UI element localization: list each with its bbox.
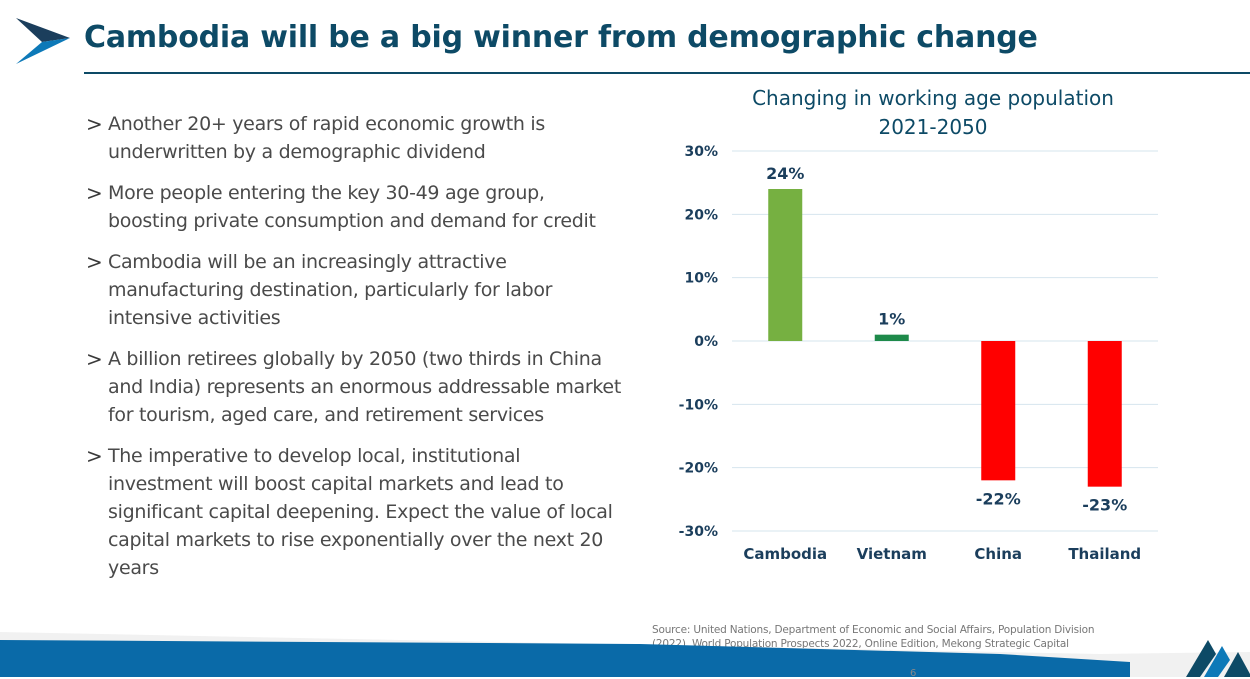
brand-logo-icon [1186,640,1250,677]
bullet-arrow: > [86,347,103,371]
bullet-arrow: > [86,181,103,205]
bullet-item: > A billion retirees globally by 2050 (tw… [86,345,626,429]
bullet-list: > Another 20+ years of rapid economic gro… [86,110,626,595]
bullet-text: The imperative to develop local, institu… [108,445,613,579]
bullet-item: > The imperative to develop local, instit… [86,442,626,582]
bar-china [981,341,1016,481]
page-number: 6 [910,668,917,679]
bullet-arrow: > [86,112,103,136]
bullet-item: > More people entering the key 30-49 age … [86,179,626,235]
bullet-arrow: > [86,250,103,274]
y-tick-label: 30% [684,144,718,160]
chart-title-line: Changing in working age population [752,86,1114,110]
page-title: Cambodia will be a big winner from demog… [84,20,1038,55]
bullet-text: Cambodia will be an increasingly attract… [108,251,553,329]
y-tick-label: -10% [679,397,718,413]
y-tick-label: -30% [679,524,718,540]
y-tick-label: 10% [684,271,718,287]
logo-chevron-icon [16,18,70,64]
bullet-item: > Cambodia will be an increasingly attrac… [86,248,626,332]
y-tick-label: 0% [694,334,718,350]
bullet-item: > Another 20+ years of rapid economic gro… [86,110,626,166]
data-label: 1% [878,310,905,329]
data-label: 24% [766,164,804,183]
bar-cambodia [768,189,803,341]
bullet-arrow: > [86,444,103,468]
y-tick-label: -20% [679,461,718,477]
bullet-text: A billion retirees globally by 2050 (two… [108,348,621,426]
chart-svg: Changing in working age population 2021-2… [679,86,1158,563]
bar-vietnam [874,334,909,341]
y-tick-label: 20% [684,207,718,223]
data-label: -23% [1082,496,1127,515]
bullet-text: Another 20+ years of rapid economic grow… [108,113,545,163]
working-age-chart: Changing in working age population 2021-2… [640,80,1200,580]
title-divider [84,72,1250,74]
footer-band [0,632,1250,677]
bar-thailand [1087,341,1122,487]
x-tick-label: Vietnam [857,545,927,563]
x-tick-label: Thailand [1068,545,1141,563]
chart-title-line: 2021-2050 [878,115,987,139]
data-label: -22% [976,489,1021,508]
source-note: Source: United Nations, Department of Ec… [652,624,1095,650]
bullet-text: More people entering the key 30-49 age g… [108,182,596,232]
x-tick-label: China [974,545,1022,563]
x-tick-label: Cambodia [743,545,827,563]
